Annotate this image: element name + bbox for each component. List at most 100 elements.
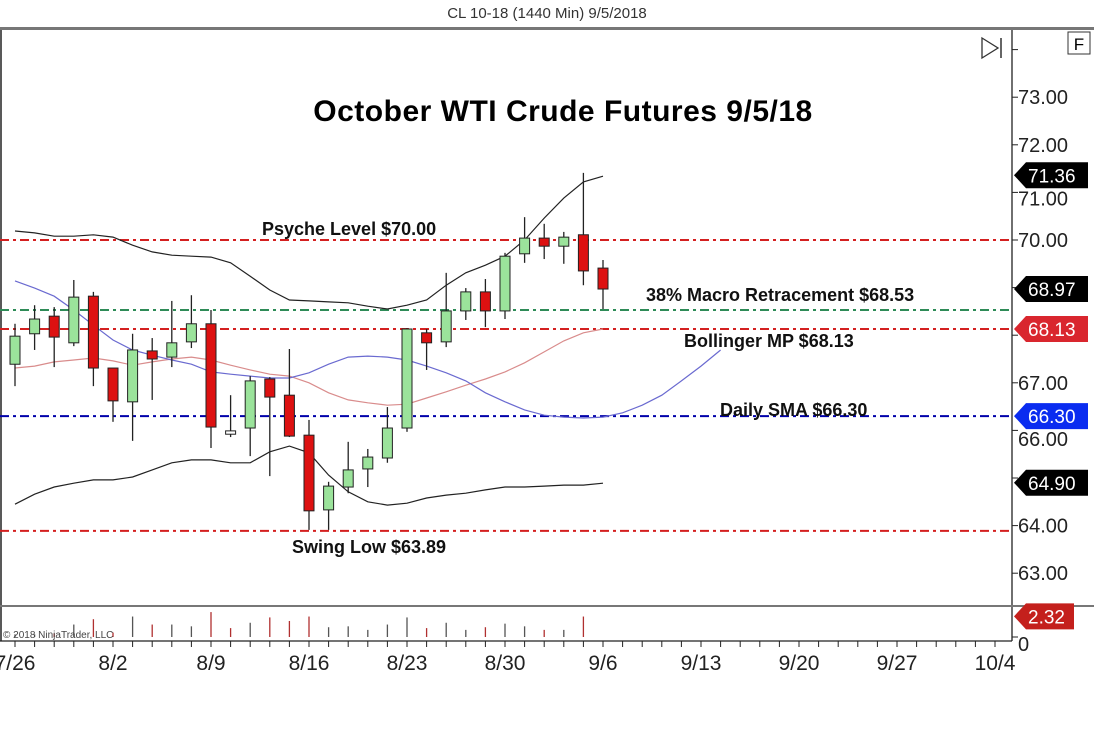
upper-band-flag-shape xyxy=(1014,162,1088,189)
price-tick-label: 72.00 xyxy=(1018,135,1068,157)
candle-body xyxy=(499,255,511,312)
date-tick-label: 8/16 xyxy=(289,652,330,675)
candle xyxy=(244,376,256,457)
candle xyxy=(9,323,21,387)
bollinger-mp-flag-shape xyxy=(1014,316,1088,343)
volume-bars: 0 xyxy=(14,612,1029,656)
candle-body xyxy=(460,291,472,312)
candle xyxy=(185,295,197,349)
chart-title-bar: CL 10-18 (1440 Min) 9/5/2018 xyxy=(0,0,1094,30)
candle-body xyxy=(440,310,452,343)
candle-body xyxy=(225,430,237,435)
price-tick-label: 70.00 xyxy=(1018,230,1068,252)
candle xyxy=(146,338,158,400)
candle-body xyxy=(381,427,393,459)
bollinger-mp-flag-label: 68.13 xyxy=(1028,320,1076,341)
candle xyxy=(166,300,178,368)
candles xyxy=(9,172,609,530)
f-button-frame[interactable] xyxy=(1067,31,1091,55)
bollinger-middle-line xyxy=(14,328,604,406)
candle-body xyxy=(29,318,41,335)
bollinger-upper-line xyxy=(14,175,604,310)
candle-body xyxy=(597,267,609,290)
date-tick-label: 9/20 xyxy=(779,652,820,675)
copyright: © 2018 NinjaTrader, LLC xyxy=(3,630,113,641)
candle xyxy=(421,329,433,370)
candle-body xyxy=(538,237,550,247)
candle-body xyxy=(283,394,295,437)
date-tick-label: 9/27 xyxy=(877,652,918,675)
price-axis: 73.00 72.00 71.00 70.00 67.00 66.00 64.00 63.00 xyxy=(1012,49,1068,585)
price-flags: 71.36 68.97 68.13 66.30 64.90 2.32 xyxy=(1014,162,1088,630)
candle xyxy=(362,448,374,488)
candle-body xyxy=(479,291,491,312)
swing-low-annotation: Swing Low $63.89 xyxy=(292,537,446,557)
price-tick-label: 64.00 xyxy=(1018,516,1068,538)
candle-body xyxy=(577,234,589,272)
candle xyxy=(538,223,550,260)
last-price-flag-shape xyxy=(1014,276,1088,303)
candle xyxy=(29,305,41,350)
last-price-flag: 68.97 xyxy=(1014,276,1088,303)
candle-body xyxy=(303,434,315,512)
candle-body xyxy=(421,332,433,344)
annotations: Psyche Level $70.00 38% Macro Retracement… xyxy=(262,219,914,557)
f-button[interactable]: F xyxy=(1067,31,1091,55)
lower-band-flag-label: 64.90 xyxy=(1028,474,1076,495)
candle xyxy=(205,309,217,449)
candle xyxy=(381,407,393,463)
lower-band-flag: 64.90 xyxy=(1014,469,1088,496)
horizontal-levels xyxy=(0,239,1012,532)
date-tick-label: 10/4 xyxy=(975,652,1016,675)
f-button-label[interactable]: F xyxy=(1074,35,1084,54)
candle-body xyxy=(68,296,80,344)
instrument-title: CL 10-18 (1440 Min) 9/5/2018 xyxy=(447,5,647,22)
candle-body xyxy=(185,323,197,343)
candle-body xyxy=(127,349,139,403)
candle xyxy=(342,441,354,494)
volume-flag-shape xyxy=(1014,603,1074,630)
lower-band-flag-shape xyxy=(1014,469,1088,496)
candle-body xyxy=(244,380,256,429)
date-tick-label: 7/26 xyxy=(0,652,35,675)
price-tick-label: 66.00 xyxy=(1018,429,1068,451)
date-tick-label: 8/30 xyxy=(485,652,526,675)
candle-body xyxy=(146,350,158,360)
candle xyxy=(323,481,335,530)
volume-flag: 2.32 xyxy=(1014,603,1074,630)
price-tick-label: 73.00 xyxy=(1018,87,1068,109)
candle xyxy=(479,279,491,328)
price-tick-label: 71.00 xyxy=(1018,188,1068,210)
candle xyxy=(577,172,589,286)
candle xyxy=(401,328,413,432)
candle-body xyxy=(9,335,21,365)
candle xyxy=(597,259,609,310)
skip-to-end-button[interactable] xyxy=(981,36,1002,60)
chart-title: October WTI Crude Futures 9/5/18 xyxy=(313,95,812,128)
retracement-annotation: 38% Macro Retracement $68.53 xyxy=(646,285,914,305)
candle xyxy=(303,419,315,530)
candle xyxy=(87,291,99,387)
date-tick-label: 8/23 xyxy=(387,652,428,675)
date-axis: 7/26 8/2 8/9 8/16 8/23 8/30 9/6 9/13 9/20 9/27 10/… xyxy=(0,641,1016,675)
psyche-annotation: Psyche Level $70.00 xyxy=(262,219,436,239)
volume-zero-label: 0 xyxy=(1018,634,1029,656)
displaced-sma-line xyxy=(14,280,721,419)
upper-band-flag: 71.36 xyxy=(1014,162,1088,189)
candle-body xyxy=(401,328,413,429)
date-tick-label: 9/6 xyxy=(588,652,617,675)
candle xyxy=(460,288,472,320)
upper-band-flag-label: 71.36 xyxy=(1028,166,1076,187)
candle-body xyxy=(166,342,178,358)
candle xyxy=(558,231,570,264)
daily-sma-flag-label: 66.30 xyxy=(1028,407,1076,428)
date-tick-label: 9/13 xyxy=(681,652,722,675)
daily-sma-annotation: Daily SMA $66.30 xyxy=(720,400,867,420)
candle-body xyxy=(558,236,570,247)
candle-body xyxy=(264,378,276,398)
candle-body xyxy=(323,485,335,511)
daily-sma-flag-shape xyxy=(1014,403,1088,430)
skip-to-end-icon[interactable] xyxy=(981,36,1000,60)
candle-body xyxy=(205,323,217,428)
